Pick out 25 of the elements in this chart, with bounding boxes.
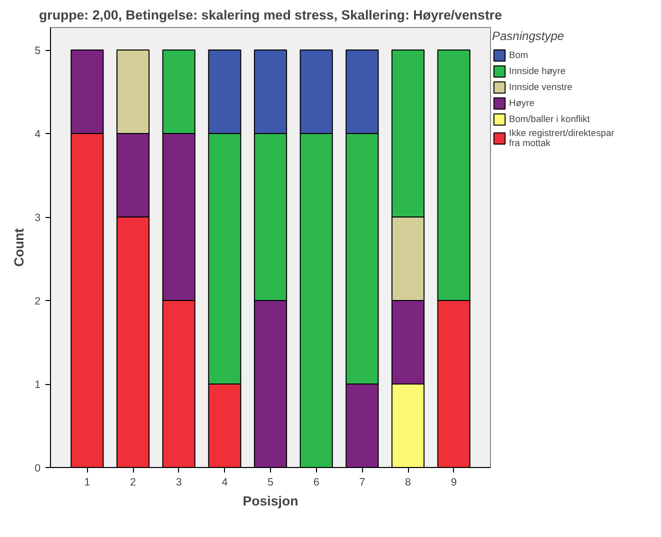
y-tick-label: 3 bbox=[34, 212, 41, 224]
x-axis-title: Posisjon bbox=[242, 494, 298, 508]
x-tick-label: 7 bbox=[359, 476, 366, 488]
y-axis-title: Count bbox=[12, 228, 27, 267]
x-tick-label: 3 bbox=[176, 476, 182, 488]
y-tick-label: 1 bbox=[34, 379, 41, 392]
legend-label: Innside venstre bbox=[509, 82, 572, 92]
x-tick-label: 6 bbox=[313, 476, 320, 488]
legend-label: Høyre bbox=[509, 98, 534, 108]
legend-label: Ikke registrert/direktespar fra mottak bbox=[509, 128, 614, 148]
legend-label: Bom/baller i konflikt bbox=[509, 114, 590, 124]
x-tick-label: 4 bbox=[222, 476, 228, 488]
x-tick-label: 5 bbox=[268, 476, 274, 488]
x-tick-label: 2 bbox=[130, 476, 136, 488]
legend-label: Innside høyre bbox=[509, 66, 566, 76]
x-tick-label: 9 bbox=[450, 476, 457, 488]
legend-label: Bom bbox=[509, 50, 529, 60]
chart-title: gruppe: 2,00, Betingelse: skalering med stress, Skallering: Høyre/venstre bbox=[39, 8, 502, 22]
x-tick-label: 1 bbox=[84, 476, 90, 488]
y-tick-label: 0 bbox=[34, 462, 41, 474]
x-tick-label: 8 bbox=[405, 476, 412, 488]
y-tick-label: 2 bbox=[34, 296, 41, 308]
legend-title: Pasningstype bbox=[492, 29, 566, 43]
y-tick-label: 5 bbox=[34, 45, 41, 58]
y-tick-label: 4 bbox=[34, 128, 41, 141]
